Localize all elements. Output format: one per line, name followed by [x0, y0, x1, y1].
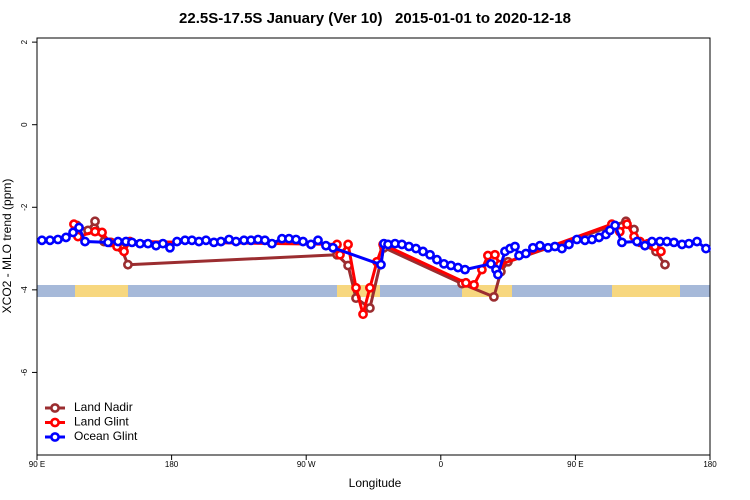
legend-swatch-marker: [50, 403, 60, 413]
y-tick-label: -4: [20, 286, 29, 294]
data-point: [61, 232, 71, 243]
data-point: [376, 259, 386, 270]
legend-swatch-marker: [50, 417, 60, 428]
x-tick-label: 90 W: [297, 460, 316, 469]
legend-label: Land Glint: [74, 415, 129, 429]
data-point: [488, 291, 499, 302]
data-point: [37, 235, 47, 246]
land-strip: [612, 285, 680, 297]
data-point: [564, 239, 574, 250]
data-point: [306, 239, 316, 250]
data-point: [557, 243, 567, 254]
data-point: [692, 236, 702, 247]
data-point: [298, 236, 308, 247]
data-point: [267, 238, 277, 249]
data-point: [571, 234, 582, 245]
data-point: [143, 238, 153, 249]
data-point: [135, 238, 145, 249]
y-tick-label: -6: [20, 368, 29, 376]
y-axis-label: XCO2 - MLO trend (ppm): [0, 179, 14, 314]
data-point: [119, 246, 129, 257]
data-point: [365, 282, 375, 293]
data-point: [53, 234, 63, 245]
x-tick-label: 0: [439, 460, 444, 469]
data-point: [358, 309, 368, 320]
data-point: [201, 235, 211, 246]
data-point: [461, 277, 471, 288]
data-point: [351, 282, 361, 293]
data-point: [610, 220, 620, 231]
legend-swatch-marker: [50, 432, 60, 442]
data-point: [97, 227, 107, 238]
x-tick-label: 90 E: [567, 460, 583, 469]
data-point: [669, 237, 679, 248]
x-tick-label: 90 E: [29, 460, 45, 469]
data-point: [127, 237, 137, 248]
data-point: [510, 241, 520, 252]
y-tick-label: -2: [20, 203, 29, 211]
data-point: [113, 236, 123, 247]
data-point: [432, 254, 442, 265]
data-point: [632, 236, 642, 247]
series: [72, 216, 670, 313]
data-point: [90, 216, 100, 227]
legend-label: Ocean Glint: [74, 429, 138, 443]
x-axis-label: Longitude: [349, 476, 402, 490]
data-point: [343, 239, 353, 250]
data-point: [80, 236, 90, 247]
data-point: [617, 237, 627, 248]
data-point: [656, 246, 666, 257]
data-point: [660, 259, 670, 270]
data-point: [535, 240, 545, 251]
data-point: [460, 264, 470, 275]
data-point: [328, 242, 338, 253]
series: [37, 220, 711, 280]
data-point: [493, 269, 503, 280]
data-point: [490, 249, 500, 260]
data-point: [231, 236, 241, 247]
data-point: [622, 219, 632, 230]
data-point: [365, 303, 375, 313]
data-point: [640, 240, 650, 251]
x-tick-label: 180: [165, 460, 179, 469]
data-point: [216, 236, 226, 247]
legend-label: Land Nadir: [74, 400, 133, 414]
data-point: [158, 238, 168, 249]
data-point: [425, 249, 435, 260]
data-point: [123, 259, 133, 270]
data-point: [486, 258, 496, 269]
data-point: [103, 237, 113, 248]
chart-title: 22.5S-17.5S January (Ver 10) 2015-01-01 …: [179, 10, 571, 27]
data-point: [701, 243, 711, 254]
data-point: [684, 238, 694, 249]
data-point: [520, 248, 531, 259]
data-point: [647, 236, 657, 247]
x-tick-label: 180: [703, 460, 717, 469]
y-tick-label: 2: [20, 39, 29, 44]
data-point: [45, 235, 55, 246]
data-point: [165, 242, 175, 253]
y-tick-label: 0: [20, 122, 29, 127]
data-point: [74, 222, 84, 233]
data-point: [313, 235, 323, 246]
data-point: [172, 236, 182, 247]
land-strip: [75, 285, 128, 297]
data-point: [68, 227, 78, 238]
data-point: [469, 279, 479, 290]
